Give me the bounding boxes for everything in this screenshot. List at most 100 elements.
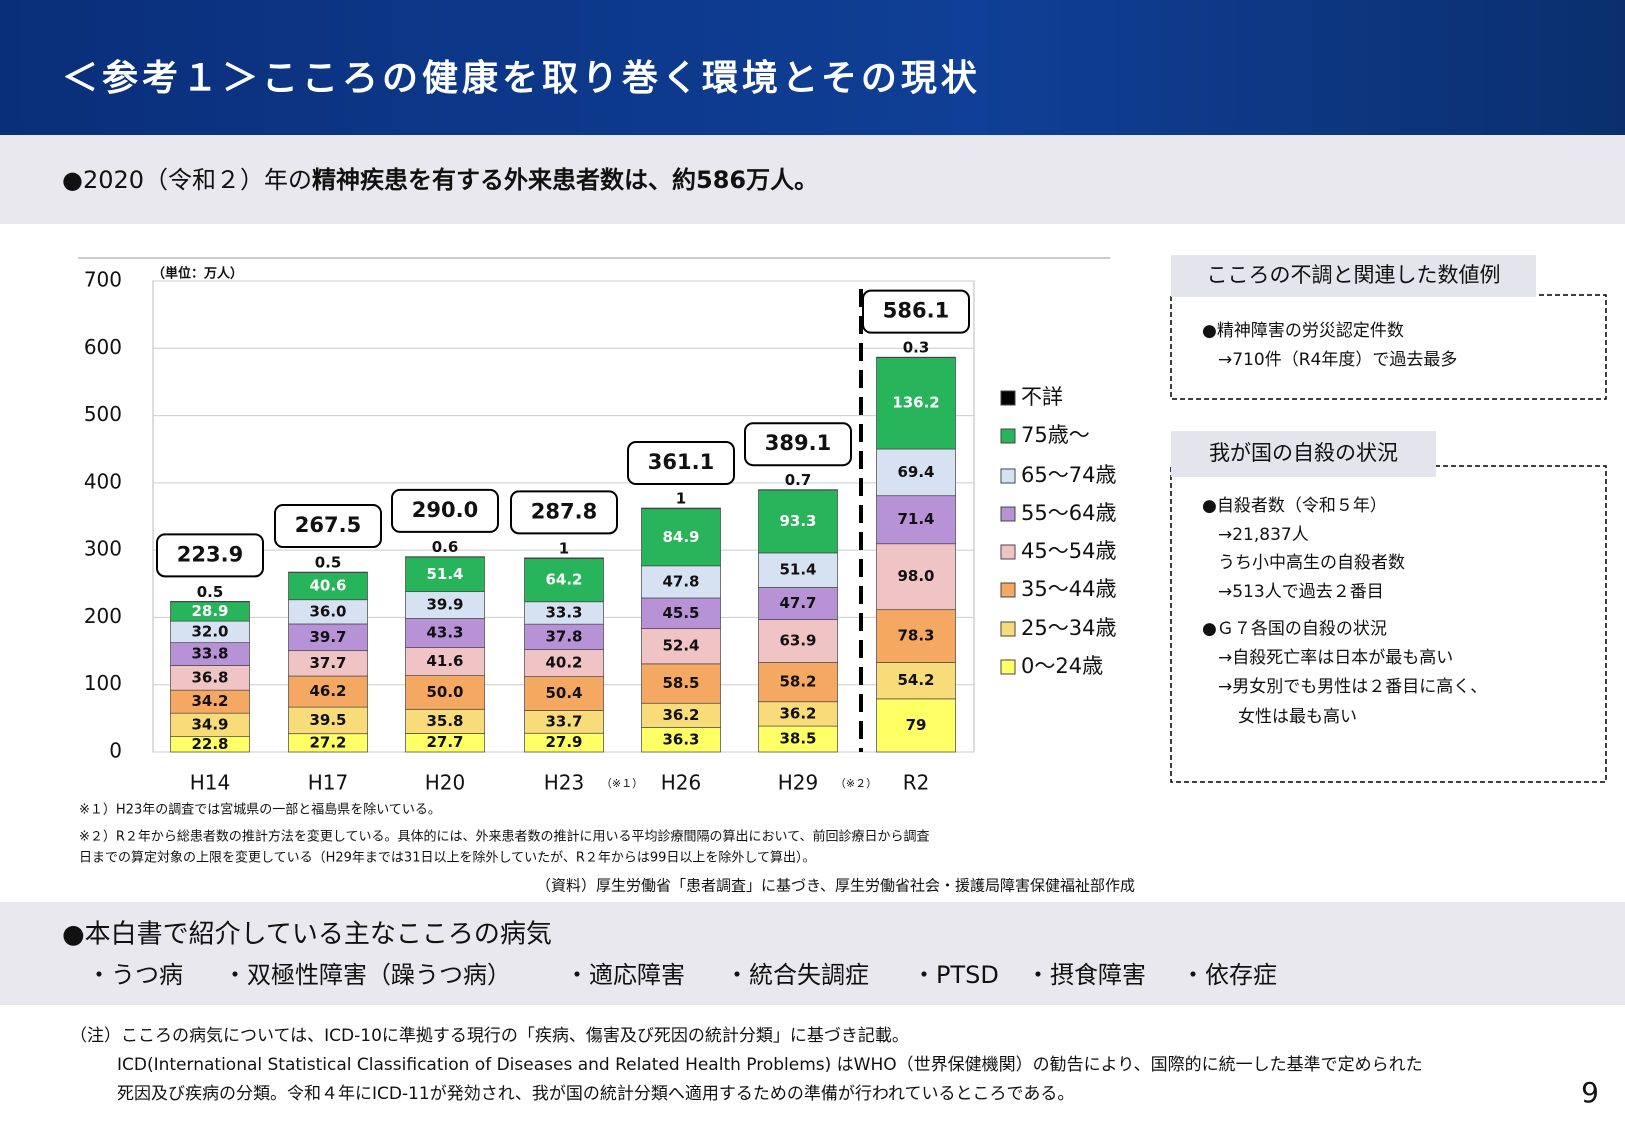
x-tick-label: H20: [425, 771, 466, 795]
value-label: 36.8: [191, 668, 228, 686]
disease-item: ・PTSD: [912, 961, 999, 989]
bar-segment: [170, 665, 250, 691]
value-label: 69.4: [897, 463, 934, 481]
value-label: 47.8: [662, 572, 699, 590]
bar-segment: [876, 357, 956, 450]
side-box-tab: [1171, 431, 1436, 477]
total-label: 389.1: [765, 431, 831, 455]
bar-segment: [876, 356, 956, 359]
value-label: 0.5: [197, 583, 224, 601]
disease-item: ・適応障害: [565, 961, 685, 989]
bar-segment: [641, 597, 721, 629]
total-label: 586.1: [883, 299, 949, 323]
value-label: 22.8: [191, 735, 228, 753]
value-label: 28.9: [191, 602, 228, 620]
x-tick-label: R2: [903, 771, 930, 795]
bar-segment: [758, 725, 838, 753]
bar-segment: [405, 556, 485, 593]
legend-label: 35〜44歳: [1021, 577, 1116, 601]
category-note: （※１）: [601, 777, 643, 790]
bar-segment: [524, 558, 604, 603]
chart-note: ※２）R２年から総患者数の推計方法を変更している。具体的には、外来患者数の推計に…: [79, 829, 930, 845]
value-label: 1: [559, 539, 569, 557]
summary: ●2020（令和２）年の精神疾患を有する外来患者数は、約586万人。: [62, 166, 818, 194]
page-number: 9: [1581, 1076, 1599, 1109]
footnote-line: 死因及び疾病の分類。令和４年にICD-11が発効され、我が国の統計分類へ適用する…: [117, 1084, 1074, 1104]
value-label: 40.6: [309, 577, 346, 595]
bar-segment: [758, 489, 838, 554]
bar-segment: [405, 675, 485, 710]
bar-segment: [405, 708, 485, 734]
value-label: 27.2: [309, 733, 346, 751]
bar-segment: [170, 600, 250, 603]
value-label: 51.4: [779, 561, 816, 579]
value-label: 54.2: [897, 671, 934, 689]
value-label: 33.8: [191, 645, 228, 663]
side-box-line: →自殺死亡率は日本が最も高い: [1218, 648, 1453, 668]
legend-swatch: [1000, 468, 1016, 484]
value-label: 1: [676, 490, 686, 508]
value-label: 40.2: [545, 654, 582, 672]
side-box: [1170, 294, 1607, 400]
value-label: 38.5: [779, 730, 816, 748]
value-label: 45.5: [662, 604, 699, 622]
value-label: 0.3: [903, 339, 930, 357]
bar-segment: [524, 623, 604, 650]
bar-segment: [288, 623, 368, 652]
bar-segment: [288, 572, 368, 601]
y-tick-label: 400: [84, 469, 122, 493]
bar-segment: [288, 599, 368, 625]
side-box-line: ●Ｇ７各国の自殺の状況: [1202, 619, 1387, 639]
value-label: 36.2: [662, 706, 699, 724]
summary-prefix: ●2020（令和２）年の: [62, 166, 312, 194]
total-box: [510, 490, 618, 535]
bar-segment: [524, 676, 604, 711]
legend-swatch: [1000, 506, 1016, 522]
legend-swatch: [1000, 659, 1016, 675]
bar-segment: [641, 508, 721, 567]
value-label: 51.4: [426, 565, 463, 583]
legend-label: 45〜54歳: [1021, 539, 1116, 563]
value-label: 47.7: [779, 594, 816, 612]
bar-segment: [288, 650, 368, 677]
value-label: 36.3: [662, 730, 699, 748]
bar-segment: [641, 565, 721, 599]
legend-swatch: [1000, 544, 1016, 560]
total-box: [744, 422, 852, 467]
side-box-line: →513人で過去２番目: [1218, 582, 1384, 602]
chart-note: 日までの算定対象の上限を変更している（H29年までは31日以上を除外していたが、…: [79, 850, 816, 866]
value-label: 33.7: [545, 712, 582, 730]
bar-segment: [758, 489, 838, 491]
disease-item: ・双極性障害（躁うつ病）: [223, 961, 511, 989]
y-tick-label: 100: [84, 671, 122, 695]
y-tick-label: 200: [84, 604, 122, 628]
value-label: 0.5: [315, 554, 342, 572]
x-tick-label: H17: [308, 771, 349, 795]
total-box: [274, 504, 382, 549]
bar-segment: [288, 675, 368, 708]
footnote-line: ICD(International Statistical Classifica…: [117, 1055, 1423, 1075]
bar-segment: [876, 543, 956, 611]
bar-segment: [758, 552, 838, 588]
bar-segment: [524, 649, 604, 677]
value-label: 64.2: [545, 571, 582, 589]
legend-label: 0〜24歳: [1021, 654, 1103, 678]
summary-bg: [0, 135, 1625, 224]
legend-label: 55〜64歳: [1021, 501, 1116, 525]
bar-segment: [288, 571, 368, 573]
value-label: 78.3: [897, 627, 934, 645]
unit-label: （単位：万人）: [152, 266, 243, 282]
value-label: 63.9: [779, 632, 816, 650]
side-box-line: →男女別でも男性は２番目に高く、: [1218, 677, 1487, 697]
value-label: 84.9: [662, 528, 699, 546]
bar-segment: [758, 662, 838, 703]
bar-segment: [758, 701, 838, 727]
bar-segment: [641, 727, 721, 753]
value-label: 27.9: [545, 733, 582, 751]
side-box-title: 我が国の自殺の状況: [1209, 441, 1398, 465]
value-label: 39.7: [309, 628, 346, 646]
side-box-line: ●精神障害の労災認定件数: [1202, 321, 1404, 341]
value-label: 34.9: [191, 715, 228, 733]
side-box-tab: [1171, 255, 1536, 297]
